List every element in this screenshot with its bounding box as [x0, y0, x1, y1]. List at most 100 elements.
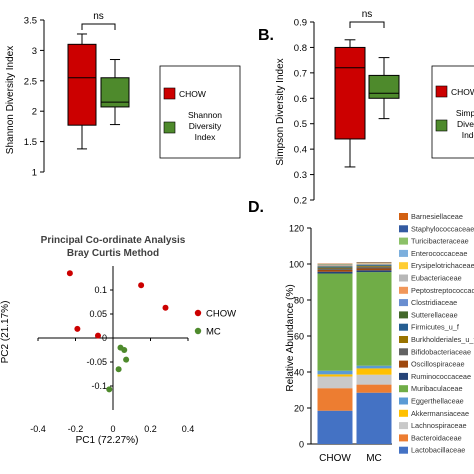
- d-legend-label: Eubacteriaceae: [411, 274, 462, 283]
- d-legend-label: Muribaculaceae: [411, 384, 463, 393]
- d-legend-swatch: [399, 225, 408, 233]
- panel-c-xlabel: PC1 (72.27%): [76, 435, 139, 446]
- d-legend-swatch: [399, 360, 408, 368]
- d-y-tick-label: 100: [289, 260, 304, 270]
- d-legend-swatch: [399, 262, 408, 270]
- d-bar-segment-bifidobacteriaceae: [356, 267, 392, 269]
- c-x-tick-label: -0.4: [30, 424, 46, 434]
- d-bar-segment-peptostreptococcaceae: [356, 263, 392, 265]
- b-legend-label-chow: CHOW: [451, 87, 474, 97]
- panel-c-pcoa-scatter: Principal Co-ordinate Analysis Bray Curt…: [0, 235, 236, 446]
- d-bar-segment-peptostreptococcaceae: [317, 265, 353, 266]
- c-point-mc: [106, 386, 113, 393]
- a-box-chow: [67, 43, 97, 126]
- d-legend-swatch: [399, 434, 408, 442]
- d-legend-swatch: [399, 249, 408, 257]
- panel-b-legend-box: [431, 65, 474, 159]
- b-y-tick-label: 0.2: [294, 196, 307, 207]
- b-significance-bracket: [349, 21, 385, 28]
- b-y-tick-label: 0.4: [294, 145, 307, 156]
- a-y-tick-label: 1: [32, 168, 37, 179]
- panel-c-title-line1: Principal Co-ordinate Analysis: [41, 235, 186, 246]
- panel-d-ylabel: Relative Abundance (%): [285, 284, 296, 391]
- a-y-tick-label: 3: [32, 46, 37, 57]
- c-point-chow: [95, 332, 101, 339]
- b-legend-swatch-chow: [435, 85, 448, 98]
- d-bar-segment-eggerthellaceae: [317, 370, 353, 375]
- d-y-tick-label: 20: [294, 404, 304, 414]
- c-x-tick-label: 0: [110, 424, 115, 434]
- d-legend-label: Turicibacteraceae: [411, 237, 469, 246]
- d-bar-segment-muribaculaceae: [356, 272, 392, 366]
- d-bar-segment-lactobacillaceae: [317, 410, 353, 444]
- a-significance-label: ns: [93, 11, 104, 22]
- d-bar-segment-eggerthellaceae: [356, 365, 392, 369]
- d-legend-swatch: [399, 336, 408, 343]
- b-y-tick-label: 0.7: [294, 68, 307, 79]
- d-bar-segment-oscillospiraceae: [356, 268, 392, 271]
- b-legend-swatch-mc: [435, 119, 448, 132]
- a-legend-label-series2: Shannon: [188, 110, 222, 120]
- c-y-tick-label: 0.05: [89, 309, 107, 319]
- d-legend-label: Oscillospiraceae: [411, 360, 465, 369]
- b-y-tick-label: 0.8: [294, 43, 307, 54]
- d-legend-label: Burkholderiales_u_f: [411, 335, 474, 344]
- d-bar-segment-akkermansiaceae: [317, 374, 353, 377]
- panel-a-shannon-boxplot: Shannon Diversity Index 11.522.533.5 ns …: [5, 11, 241, 179]
- d-legend-swatch: [399, 446, 408, 454]
- panel-b-label: B.: [258, 27, 274, 44]
- d-legend-label: Clostridiaceae: [411, 298, 457, 307]
- b-y-tick-label: 0.9: [294, 18, 307, 29]
- d-bar-segment-bacteroidaceae: [356, 384, 392, 393]
- a-y-tick-label: 2.5: [24, 76, 37, 87]
- d-y-tick-label: 0: [299, 440, 304, 450]
- d-bar-segment-ruminococcaceae: [356, 270, 392, 273]
- d-legend-swatch: [399, 299, 408, 307]
- d-y-tick-label: 60: [294, 332, 304, 342]
- d-legend-swatch: [399, 385, 408, 393]
- d-legend-label: Firmicutes_u_f: [411, 323, 460, 332]
- b-y-tick-label: 0.3: [294, 170, 307, 181]
- b-legend-label-series2: Diversi: [457, 119, 474, 129]
- d-x-tick-label: CHOW: [319, 453, 351, 464]
- b-legend-label-series2: Simpso: [456, 108, 474, 118]
- c-legend-label-mc: MC: [206, 327, 221, 338]
- d-bar-segment-akkermansiaceae: [356, 368, 392, 375]
- panel-a-legend-box: [159, 65, 241, 159]
- d-legend-label: Eggerthellaceae: [411, 397, 464, 406]
- c-point-mc: [123, 356, 130, 363]
- c-point-chow: [66, 270, 73, 277]
- c-point-chow: [74, 325, 81, 332]
- d-y-tick-label: 80: [294, 296, 304, 306]
- d-legend-swatch: [399, 274, 408, 282]
- d-bar-segment-burkholderiales-u-f: [317, 267, 353, 269]
- a-y-tick-label: 3.5: [24, 16, 37, 27]
- b-significance-label: ns: [362, 9, 373, 20]
- d-bar-segment-firmicutes-u-f: [356, 265, 392, 267]
- c-y-tick-label: 0.1: [94, 285, 107, 295]
- d-legend-swatch: [399, 397, 408, 405]
- d-y-tick-label: 120: [289, 224, 304, 234]
- d-legend-swatch: [399, 422, 408, 430]
- c-point-mc: [115, 366, 122, 373]
- d-bar-segment-clostridiaceae: [317, 265, 353, 267]
- d-bar-segment-sutterellaceae: [356, 264, 392, 266]
- d-x-tick-label: MC: [366, 453, 382, 464]
- d-legend-label: Bifidobacteriaceae: [411, 347, 471, 356]
- d-bar-segment-sutterellaceae: [317, 266, 353, 267]
- a-significance-bracket: [81, 23, 116, 30]
- a-y-tick-label: 1.5: [24, 137, 37, 148]
- c-x-tick-label: -0.2: [68, 424, 84, 434]
- c-y-tick-label: -0.1: [91, 381, 107, 391]
- d-y-tick-label: 40: [294, 368, 304, 378]
- d-bar-segment-muribaculaceae: [317, 273, 353, 371]
- d-bar-segment-firmicutes-u-f: [317, 266, 353, 268]
- c-x-tick-label: 0.2: [144, 424, 157, 434]
- d-bar-segment-oscillospiraceae: [317, 269, 353, 272]
- d-legend-swatch: [399, 213, 408, 220]
- c-point-chow: [138, 282, 145, 289]
- d-legend-label: Erysipelotrichaceae: [411, 261, 474, 270]
- b-y-tick-label: 0.5: [294, 119, 307, 130]
- c-y-tick-label: 0: [102, 333, 107, 343]
- panel-b-ylabel: Simpson Diversity Index: [275, 58, 286, 165]
